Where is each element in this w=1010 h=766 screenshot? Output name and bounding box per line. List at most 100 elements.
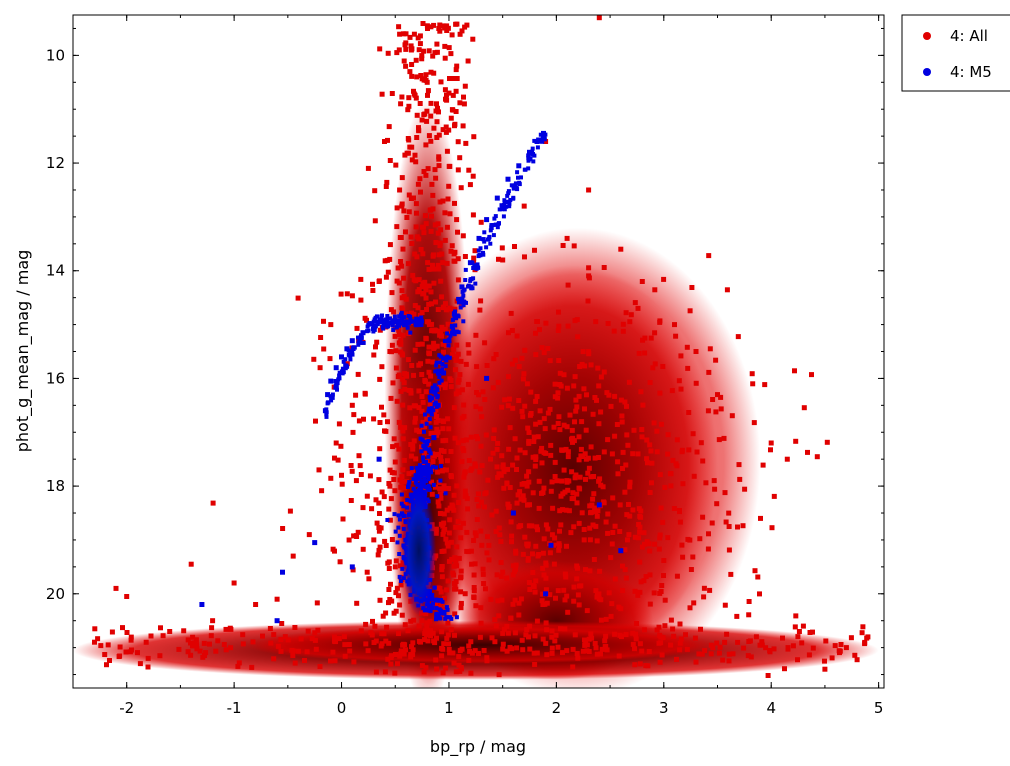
point-m5 (460, 297, 465, 302)
point-all (267, 626, 273, 631)
point-all (508, 519, 514, 525)
point-all (439, 567, 445, 573)
point-all (475, 491, 481, 497)
point-m5 (420, 483, 424, 488)
point-all (448, 384, 454, 390)
point-all (636, 535, 642, 541)
point-all (522, 347, 528, 353)
point-all (430, 192, 436, 198)
point-all (785, 645, 791, 651)
point-m5 (333, 365, 339, 371)
point-all (586, 265, 592, 271)
point-m5 (473, 281, 478, 286)
point-all (492, 639, 498, 645)
point-m5 (445, 354, 450, 359)
point-all (534, 618, 540, 624)
point-all (287, 508, 293, 514)
point-all (413, 456, 419, 462)
point-all (210, 618, 216, 624)
point-all (505, 403, 511, 409)
point-all (376, 500, 382, 506)
point-all (657, 390, 663, 396)
point-all (422, 279, 428, 285)
point-all (453, 109, 459, 114)
point-all (516, 398, 522, 403)
point-all (729, 413, 735, 419)
point-all (678, 353, 684, 359)
point-all (321, 318, 326, 324)
point-all (498, 539, 504, 544)
point-all (524, 473, 530, 479)
point-all (98, 643, 104, 649)
point-all (417, 312, 423, 318)
point-all (591, 474, 597, 479)
point-all (127, 649, 133, 655)
point-all (438, 589, 444, 595)
point-all (630, 641, 636, 647)
point-all (385, 50, 391, 56)
point-all (385, 560, 391, 566)
point-all (378, 643, 384, 649)
point-all (457, 372, 463, 378)
point-all (342, 653, 348, 659)
point-m5 (618, 548, 624, 554)
point-all (539, 445, 545, 451)
point-all (462, 83, 468, 89)
point-all (726, 658, 732, 664)
point-all (647, 490, 653, 495)
point-all (290, 653, 296, 658)
point-all (566, 508, 572, 514)
point-all (396, 332, 402, 338)
point-all (650, 365, 656, 371)
point-all (459, 28, 465, 34)
point-m5 (478, 246, 483, 251)
point-all (722, 602, 728, 608)
point-all (428, 24, 434, 30)
point-all (448, 627, 454, 633)
point-m5 (437, 380, 442, 385)
point-all (429, 491, 435, 497)
point-all (480, 389, 486, 395)
point-all (474, 434, 479, 439)
point-all (363, 621, 369, 627)
point-m5 (359, 334, 364, 339)
point-all (444, 260, 450, 266)
point-m5 (497, 207, 502, 212)
point-all (495, 440, 501, 446)
point-all (691, 600, 697, 606)
point-all (603, 633, 609, 639)
point-all (597, 476, 603, 482)
point-all (401, 275, 407, 281)
point-all (445, 416, 451, 422)
point-all (120, 625, 125, 631)
point-all (426, 301, 432, 307)
point-m5 (340, 366, 345, 371)
point-all (522, 450, 528, 456)
point-m5 (421, 455, 426, 460)
point-all (419, 341, 425, 347)
point-all (591, 557, 597, 562)
point-all (117, 644, 123, 650)
point-all (435, 105, 440, 111)
point-all (449, 502, 455, 508)
point-all (408, 43, 414, 49)
point-all (721, 435, 727, 441)
point-all (452, 435, 458, 441)
x-tick-label: 3 (659, 699, 669, 717)
point-all (411, 372, 416, 378)
point-all (532, 633, 538, 639)
point-all (436, 503, 442, 509)
point-all (392, 670, 398, 676)
point-all (647, 572, 653, 578)
point-all (436, 26, 442, 31)
point-all (476, 392, 482, 398)
point-m5 (423, 446, 428, 451)
point-all (434, 414, 439, 419)
point-all (636, 506, 642, 512)
point-all (304, 649, 310, 655)
point-all (240, 641, 246, 647)
point-all (494, 464, 500, 470)
point-all (398, 337, 404, 343)
point-all (471, 595, 477, 600)
point-all (396, 372, 402, 378)
